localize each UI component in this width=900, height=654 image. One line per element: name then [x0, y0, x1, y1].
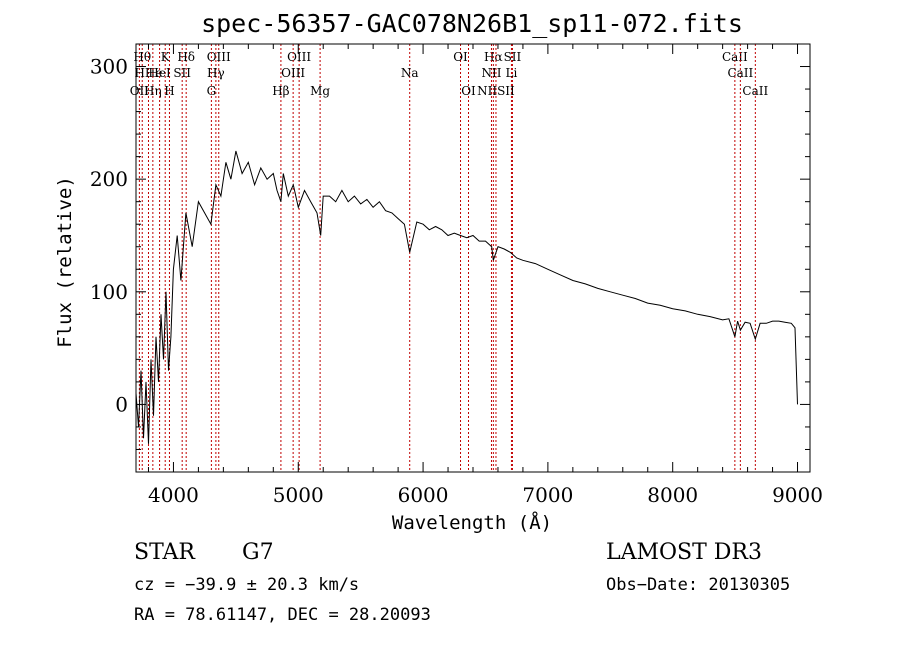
spectral-line-label: OIII [287, 50, 311, 64]
spectral-line-label: Li [506, 66, 518, 80]
spectral-line-label: Hη [144, 84, 162, 98]
spectral-line-label: OII [130, 84, 150, 98]
y-axis-label: Flux (relative) [54, 176, 76, 348]
x-tick-label: 6000 [398, 483, 449, 507]
spectral-line-label: SII [504, 50, 522, 64]
spectral-line-label: H [164, 84, 174, 98]
spectral-line-label: NII [481, 66, 501, 80]
spectral-line-label: K [161, 50, 171, 64]
spectral-line-label: Hγ [207, 66, 225, 80]
spectral-lines-layer: Hθ OII HHe Hη K HeI H Hδ SII OIII Hγ G Hβ OIII OIII Mg N… [130, 44, 768, 472]
observation-date: Obs−Date: 20130305 [606, 575, 790, 595]
x-axis-label: Wavelength (Å) [392, 511, 552, 534]
x-tick-label: 8000 [647, 483, 698, 507]
x-tick-label: 5000 [273, 483, 324, 507]
y-tick-label: 0 [115, 392, 128, 416]
spectral-line-label: Hα [484, 50, 503, 64]
survey-name: LAMOST DR3 [606, 540, 762, 565]
spectral-line-label: Mg [310, 84, 330, 98]
x-tick-label: 7000 [522, 483, 573, 507]
x-tick-label: 4000 [148, 483, 199, 507]
spectral-line-label: OIII [281, 66, 305, 80]
spectral-line-label: HHe [134, 66, 162, 80]
chart-title: spec-56357-GAC078N26B1_sp11-072.fits [201, 9, 743, 38]
spectral-line-label: OI [453, 50, 468, 64]
spectral-line-label: CaII [722, 50, 748, 64]
spectral-line-label: G [207, 84, 217, 98]
redshift-cz: cz = −39.9 ± 20.3 km/s [134, 575, 359, 595]
spectral-line-label: Na [401, 66, 419, 80]
spectral-line-label: OIII [207, 50, 231, 64]
spectral-line-label: Hθ [133, 50, 151, 64]
y-tick-label: 100 [90, 280, 128, 304]
axis-ticks: 4000 5000 6000 7000 8000 9000 0 100 200 300 [90, 43, 823, 507]
spectrum-series-line [135, 150, 798, 444]
spectral-line-label: Hβ [272, 84, 289, 98]
x-tick-label: 9000 [772, 483, 823, 507]
spectral-line-label: CaII [727, 66, 753, 80]
spectral-line-label: NIISII [477, 84, 515, 98]
y-tick-label: 200 [90, 167, 128, 191]
spectral-line-label: SII [173, 66, 191, 80]
object-class: STAR [134, 540, 196, 565]
spectral-line-label: Hδ [177, 50, 195, 64]
spectral-line-label: CaII [742, 84, 768, 98]
y-tick-label: 300 [90, 55, 128, 79]
object-subclass: G7 [242, 540, 274, 565]
plot-frame [135, 43, 811, 473]
coordinates: RA = 78.61147, DEC = 28.20093 [134, 605, 431, 625]
spectral-line-label: HeI [148, 66, 171, 80]
spectral-line-label: OI [461, 84, 476, 98]
